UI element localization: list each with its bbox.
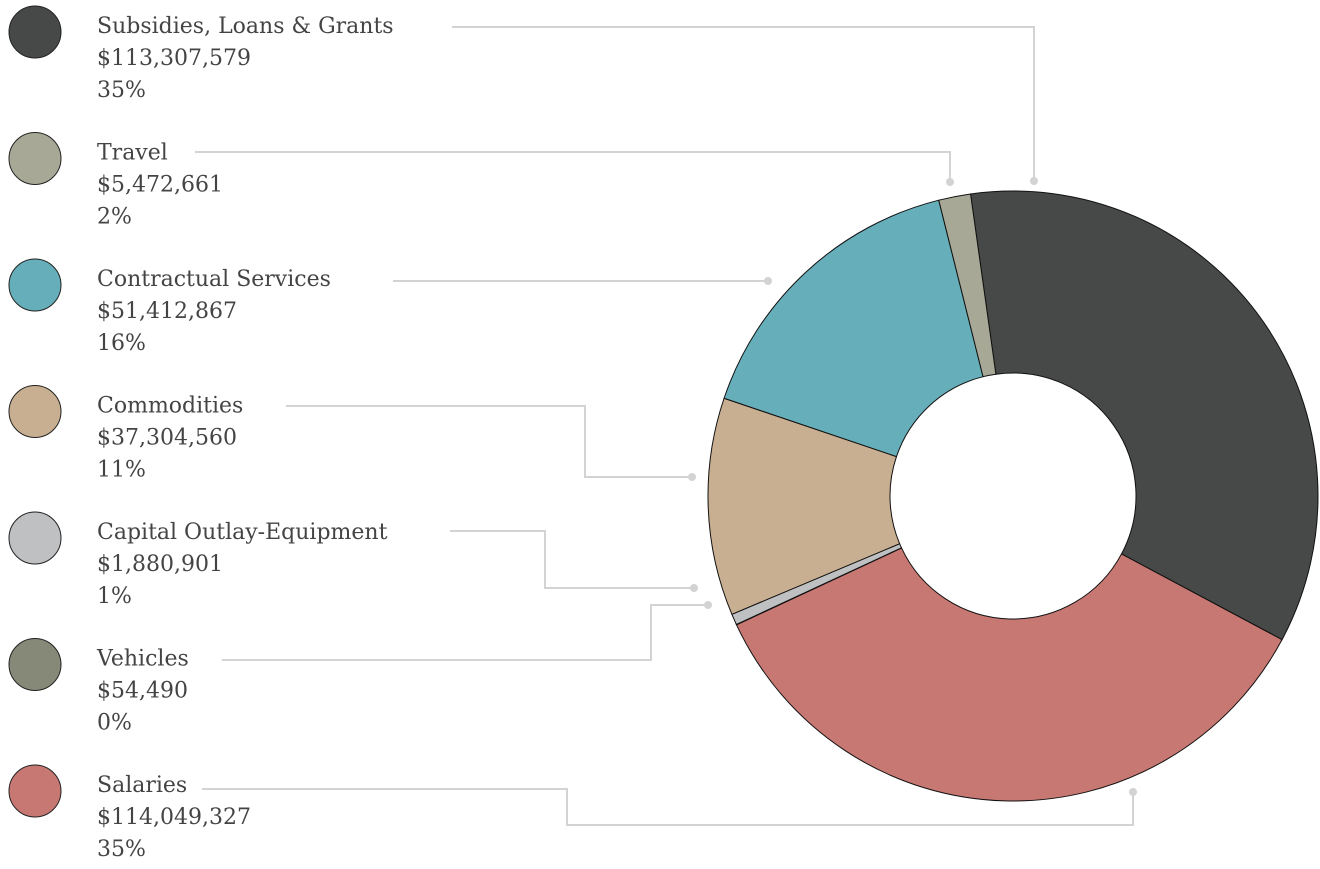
legend-share: 16% <box>97 331 146 356</box>
leader-dot <box>946 178 954 186</box>
slice <box>969 190 1319 641</box>
slice <box>938 193 997 378</box>
legend-value: $51,412,867 <box>97 299 237 324</box>
slice <box>723 199 984 458</box>
leader-dot <box>764 277 772 285</box>
legend-label: Commodities <box>97 394 243 419</box>
legend-value: $114,049,327 <box>97 805 251 830</box>
leader-line <box>222 604 708 661</box>
leader-line <box>450 530 694 589</box>
leader-line <box>452 26 1035 181</box>
leader-dot <box>688 473 696 481</box>
legend-swatch <box>8 511 62 565</box>
legend-share: 11% <box>97 458 146 483</box>
legend-share: 35% <box>97 837 146 862</box>
legend-swatch <box>8 385 62 438</box>
legend-label: Salaries <box>97 773 187 798</box>
legend-swatch <box>8 638 62 691</box>
legend-label: Contractual Services <box>97 267 331 292</box>
legend-value: $1,880,901 <box>97 552 223 577</box>
leader-dot <box>704 601 712 609</box>
legend-swatch <box>8 5 62 59</box>
legend-label: Capital Outlay-Equipment <box>97 520 388 545</box>
legend-value: $37,304,560 <box>97 426 237 451</box>
leader-dot <box>690 584 698 592</box>
legend-share: 35% <box>97 78 146 103</box>
legend-share: 0% <box>97 711 132 736</box>
legend-swatch <box>8 132 62 185</box>
slice <box>707 397 901 615</box>
legend-label: Vehicles <box>96 647 189 672</box>
legend-label: Subsidies, Loans & Grants <box>97 14 394 39</box>
legend-value: $113,307,579 <box>97 46 251 71</box>
slice <box>735 547 1283 802</box>
legend-label: Travel <box>97 141 168 166</box>
leader-dot <box>1129 788 1137 796</box>
legend-share: 1% <box>97 584 132 609</box>
legend-swatch <box>8 764 62 818</box>
leader-lines <box>195 26 1137 826</box>
leader-dot <box>1030 177 1038 185</box>
legend-swatch <box>8 258 62 312</box>
leader-line <box>202 788 1134 826</box>
leader-line <box>195 151 951 182</box>
legend-value: $5,472,661 <box>97 173 223 198</box>
legend-share: 2% <box>97 205 132 230</box>
leader-line <box>286 405 692 478</box>
legend-value: $54,490 <box>97 679 188 704</box>
